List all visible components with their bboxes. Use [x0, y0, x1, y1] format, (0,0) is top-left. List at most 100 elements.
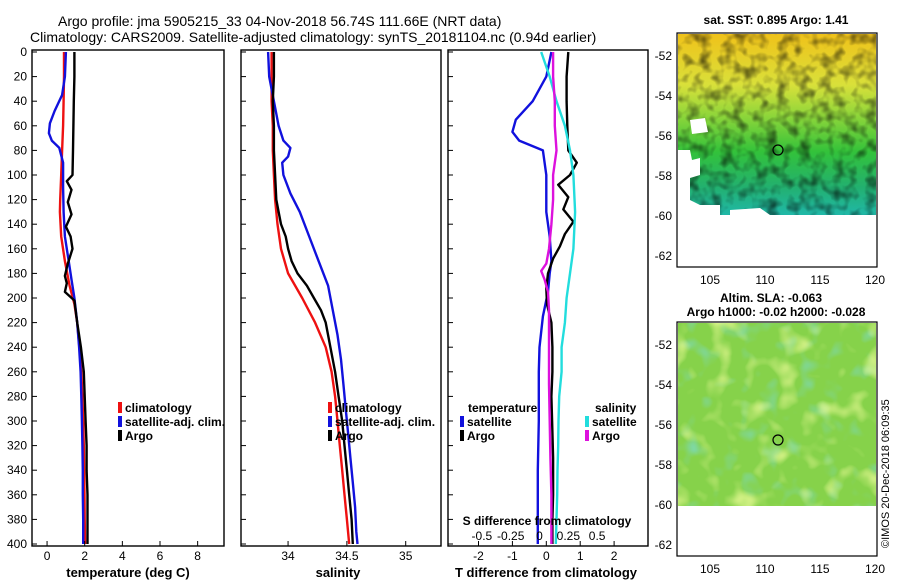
- legend-label-s-satellite: satellite: [592, 415, 637, 429]
- x-tick-label: 2: [611, 549, 618, 563]
- legend-title-temperature: temperature: [468, 401, 538, 415]
- depth-tick-label: 400: [7, 537, 27, 551]
- salinity-lines: [266, 51, 359, 545]
- depth-tick-label: 380: [7, 512, 27, 526]
- x-tick-label: 2: [81, 549, 88, 563]
- map-lon-label: 115: [810, 273, 829, 287]
- legend-label-climatology: climatology: [125, 401, 192, 415]
- map-lon-label: 120: [865, 273, 885, 287]
- map-lat-label: -60: [655, 498, 673, 512]
- sla-map: [676, 321, 878, 557]
- depth-tick-label: 60: [14, 119, 28, 133]
- depth-tick-label: 240: [7, 340, 27, 354]
- map-lon-label: 110: [755, 562, 774, 576]
- map-lat-label: -62: [655, 249, 673, 263]
- map-lat-label: -52: [655, 49, 673, 63]
- depth-tick-label: 200: [7, 291, 27, 305]
- temperature-panel: [31, 49, 225, 547]
- sst-map-yticks: -52 -54 -56 -58 -60 -62: [655, 49, 673, 263]
- figure-title-line2: Climatology: CARS2009. Satellite-adjuste…: [30, 29, 596, 45]
- x-tick-label: 34.5: [335, 549, 359, 563]
- map-lat-label: -58: [655, 169, 673, 183]
- map-lon-label: 110: [755, 273, 774, 287]
- legend-label-satellite: satellite-adj. clim.: [335, 415, 435, 429]
- depth-tick-label: 140: [7, 217, 27, 231]
- map-lat-label: -62: [655, 538, 673, 552]
- difference-lines: [511, 51, 578, 545]
- depth-tick-label: 360: [7, 488, 27, 502]
- depth-tick-label: 220: [7, 316, 27, 330]
- series-line-argo: [271, 52, 354, 545]
- s-difference-top-ticks: -0.5 -0.25 0 0.25 0.5: [472, 529, 606, 543]
- x-tick-label: 35: [399, 549, 413, 563]
- salinity-xlabel: salinity: [316, 565, 362, 580]
- x-tick-label: -1: [507, 549, 518, 563]
- legend-label-satellite: satellite-adj. clim.: [125, 415, 225, 429]
- legend-swatch-satellite: [118, 416, 122, 427]
- legend-label-t-satellite: satellite: [467, 415, 512, 429]
- legend-swatch-t-satellite: [460, 416, 464, 427]
- temperature-diff-legend: temperature satellite Argo: [460, 401, 538, 443]
- sst-map: [676, 32, 878, 268]
- difference-x-ticks: -2 -1 0 1 2: [473, 541, 618, 563]
- salinity-legend: climatology satellite-adj. clim. Argo: [328, 401, 435, 443]
- legend-swatch-argo: [328, 430, 332, 441]
- legend-label-t-argo: Argo: [467, 429, 495, 443]
- top-tick-label: 0.5: [589, 529, 606, 543]
- series-line-climatology: [58, 52, 87, 545]
- sla-map-yticks: -52 -54 -56 -58 -60 -62: [655, 338, 673, 552]
- temperature-xlabel: temperature (deg C): [66, 565, 190, 580]
- depth-tick-label: 100: [7, 168, 27, 182]
- legend-label-argo: Argo: [335, 429, 363, 443]
- top-tick-label: -0.25: [497, 529, 525, 543]
- map-lon-label: 115: [810, 562, 829, 576]
- legend-swatch-climatology: [328, 402, 332, 413]
- salinity-x-ticks: 34 34.5 35: [281, 541, 413, 563]
- series-line-salinity-argo: [540, 52, 558, 544]
- series-line-satellite-adj-clim-: [266, 51, 359, 545]
- temperature-lines: [47, 51, 89, 545]
- legend-label-argo: Argo: [125, 429, 153, 443]
- top-tick-label: 0.25: [557, 529, 581, 543]
- map-lat-label: -56: [655, 129, 673, 143]
- imos-watermark: ©IMOS 20-Dec-2018 06:09:35: [880, 399, 892, 548]
- figure-title-line1: Argo profile: jma 5905215_33 04-Nov-2018…: [58, 13, 501, 29]
- series-line-temperature-satellite: [511, 51, 553, 544]
- map-lat-label: -52: [655, 338, 673, 352]
- x-tick-label: 4: [119, 549, 126, 563]
- top-tick-label: -0.5: [472, 529, 493, 543]
- top-tick-label: 0: [536, 529, 543, 543]
- difference-xlabel: T difference from climatology: [455, 565, 638, 580]
- salinity-diff-legend: salinity satellite Argo: [585, 401, 637, 443]
- map-lon-label: 120: [865, 562, 885, 576]
- depth-tick-label: 20: [14, 70, 28, 84]
- map-lat-label: -60: [655, 209, 673, 223]
- map-lat-label: -56: [655, 418, 673, 432]
- depth-tick-label: 320: [7, 439, 27, 453]
- depth-tick-label: 280: [7, 389, 27, 403]
- x-tick-label: 1: [577, 549, 584, 563]
- sst-map-xticks: 105 110 115 120: [700, 273, 885, 287]
- legend-label-climatology: climatology: [335, 401, 402, 415]
- sst-argo-marker: [772, 144, 784, 156]
- sst-map-title: sat. SST: 0.895 Argo: 1.41: [704, 13, 849, 27]
- legend-title-salinity: salinity: [595, 401, 637, 415]
- map-lat-label: -58: [655, 458, 673, 472]
- sla-map-title-line1: Altim. SLA: -0.063: [720, 291, 822, 305]
- map-lon-label: 105: [700, 273, 720, 287]
- depth-tick-label: 160: [7, 242, 27, 256]
- map-lat-label: -54: [655, 378, 673, 392]
- legend-swatch-satellite: [328, 416, 332, 427]
- sst-no-data-gaps: [678, 118, 770, 215]
- depth-tick-label: 300: [7, 414, 27, 428]
- sla-light-texture: [678, 323, 876, 506]
- salinity-panel: [240, 49, 442, 547]
- sla-map-title-line2: Argo h1000: -0.02 h2000: -0.028: [687, 305, 866, 319]
- x-tick-label: 0: [543, 549, 550, 563]
- map-lon-label: 105: [700, 562, 720, 576]
- s-difference-label: S difference from climatology: [463, 514, 632, 528]
- depth-tick-label: 40: [14, 94, 28, 108]
- x-tick-label: 8: [194, 549, 201, 563]
- depth-axis-ticks: 0 20 40 60 80 100 120 140 160 180 200 220 240 260 280 3…: [7, 45, 453, 551]
